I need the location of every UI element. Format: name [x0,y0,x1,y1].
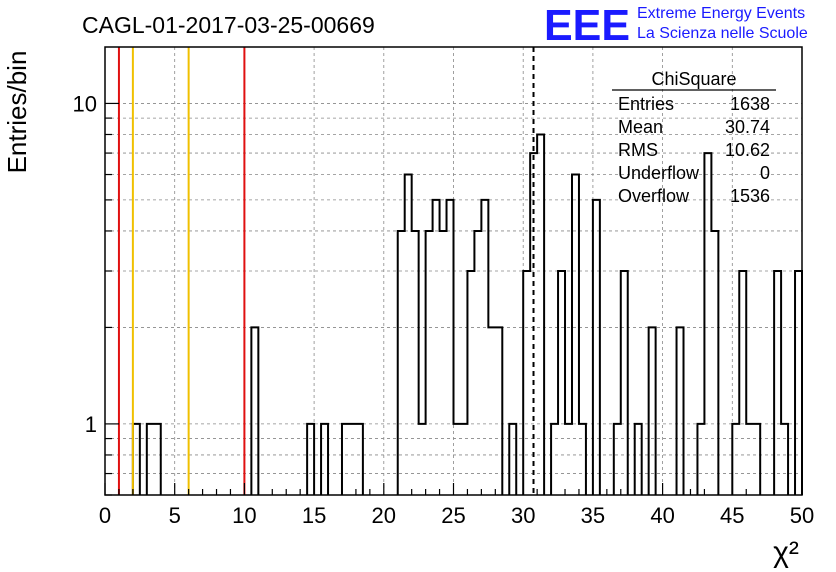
histogram-bin [147,424,154,495]
histogram-bin [732,424,739,495]
x-tick-label: 10 [232,503,256,528]
stats-value: 10.62 [725,140,770,160]
stats-label: Overflow [618,186,690,206]
logo-line-1: Extreme Energy Events [637,5,805,22]
stats-row: Underflow 0 [618,163,770,183]
histogram-bin [426,231,433,495]
ticks-layer: 0 5 10 15 20 25 30 35 40 45 50 1 10 [73,91,815,528]
x-tick-label: 20 [372,503,396,528]
histogram-bin [447,200,454,495]
histogram-bin [746,424,753,495]
marker-lines-layer [117,47,535,495]
histogram-bin [523,271,530,495]
histogram-bin [739,271,746,495]
y-tick-label: 10 [73,91,97,116]
histogram-bin [558,271,565,495]
x-tick-label: 15 [302,503,326,528]
histogram-bin [398,231,405,495]
x-tick-label: 45 [720,503,744,528]
stats-title: ChiSquare [651,69,736,89]
x-tick-label: 35 [581,503,605,528]
y-tick-label: 1 [85,412,97,437]
histogram-bin [356,424,363,495]
histogram-bin [154,424,161,495]
histogram-bin [795,271,802,495]
histogram-bin [753,424,760,495]
eee-logo: EEE Extreme Energy Events La Scienza nel… [544,1,808,50]
histogram-bin [405,175,412,495]
histogram-bin [704,153,711,495]
histogram-bin [433,200,440,495]
bars-layer [131,133,803,495]
stats-row: RMS 10.62 [618,140,770,160]
histogram-outline [131,133,803,495]
histogram-bin [488,327,495,495]
stats-value: 30.74 [725,117,770,137]
stats-value: 1638 [730,94,770,114]
stats-label: RMS [618,140,658,160]
x-axis-label: χ² [773,536,799,569]
stats-label: Underflow [618,163,700,183]
histogram-bin [412,231,419,495]
histogram-bin [251,327,258,495]
histogram-bin [495,327,502,495]
x-tick-label: 50 [790,503,814,528]
histogram-bin [307,424,314,495]
histogram-bin [697,424,704,495]
histogram-bin [621,271,628,495]
y-axis-label: Entries/bin [2,51,32,174]
histogram-bin [774,271,781,495]
stats-row: Entries 1638 [618,94,770,114]
histogram-bin [711,231,718,495]
histogram-bin [509,424,516,495]
stats-box: ChiSquare Entries 1638 Mean 30.74 RMS 10… [612,69,776,206]
histogram-bin [635,424,642,495]
x-tick-label: 25 [441,503,465,528]
logo-mark: EEE [544,1,630,50]
histogram-bin [474,231,481,495]
histogram-bin [349,424,356,495]
histogram-bin [537,134,544,495]
x-tick-label: 5 [169,503,181,528]
stats-value: 0 [760,163,770,183]
histogram-bin [460,424,467,495]
histogram-bin [321,424,328,495]
stats-label: Entries [618,94,674,114]
x-tick-label: 30 [511,503,535,528]
stats-row: Mean 30.74 [618,117,770,137]
stats-label: Mean [618,117,663,137]
run-title: CAGL-01-2017-03-25-00669 [82,12,375,38]
x-tick-label: 40 [650,503,674,528]
histogram-bin [454,424,461,495]
histogram-bin [467,271,474,495]
stats-value: 1536 [730,186,770,206]
histogram-bin [579,424,586,495]
stats-row: Overflow 1536 [618,186,770,206]
histogram-bin [419,424,426,495]
histogram-bin [565,424,572,495]
logo-line-2: La Scienza nelle Scuole [637,25,808,42]
histogram-bin [440,231,447,495]
histogram-bin [649,327,656,495]
histogram-bin [593,200,600,495]
histogram-bin [551,424,558,495]
histogram-bin [572,175,579,495]
histogram-bin [342,424,349,495]
histogram-bin [133,424,140,495]
histogram-bin [781,424,788,495]
histogram-bin [677,327,684,495]
x-tick-label: 0 [99,503,111,528]
histogram-bin [614,424,621,495]
histogram-bin [481,200,488,495]
